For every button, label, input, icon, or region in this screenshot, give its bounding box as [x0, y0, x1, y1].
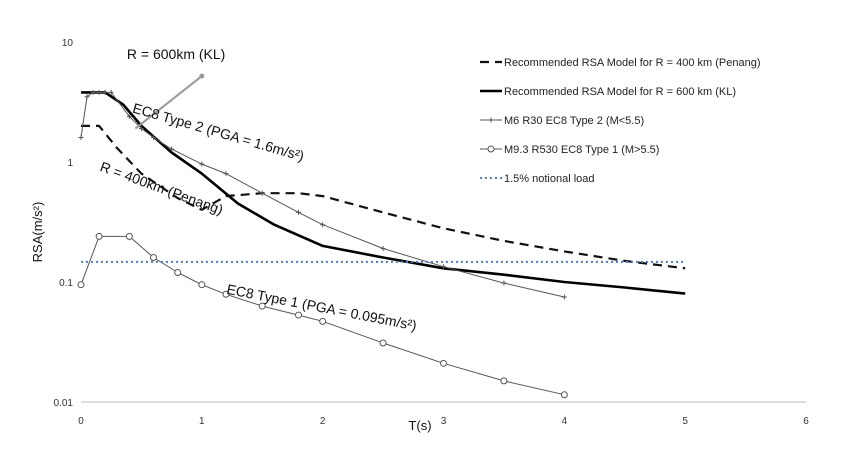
- chart-annotation: EC8 Type 2 (PGA = 1.6m/s²): [131, 100, 306, 164]
- data-point: [138, 126, 144, 132]
- legend-item: M9.3 R530 EC8 Type 1 (M>5.5): [480, 144, 659, 156]
- y-axis-label: RSA(m/s²): [30, 202, 45, 263]
- x-axis-label: T(s): [408, 418, 431, 433]
- series-line: [81, 124, 686, 270]
- x-tick-label: 3: [441, 416, 447, 427]
- data-point: [108, 89, 114, 95]
- data-point: [560, 391, 568, 399]
- legend-item: Recommended RSA Model for R = 600 km (KL…: [480, 86, 736, 98]
- legend-label: 1.5% notional load: [504, 173, 595, 185]
- data-point: [78, 135, 84, 141]
- x-tick-label: 4: [562, 416, 568, 427]
- data-point: [150, 254, 157, 262]
- legend-item: M6 R30 EC8 Type 2 (M<5.5): [480, 115, 644, 127]
- data-point: [259, 190, 265, 196]
- data-point: [90, 89, 96, 95]
- data-point: [77, 281, 85, 289]
- legend-label: Recommended RSA Model for R = 600 km (KL…: [504, 86, 736, 98]
- data-point: [126, 113, 132, 119]
- data-point: [441, 264, 446, 270]
- series-2: [78, 89, 567, 300]
- data-point: [440, 359, 447, 367]
- data-point: [380, 246, 386, 252]
- data-point: [125, 232, 133, 240]
- legend-marker: [488, 117, 494, 123]
- chart-annotation: EC8 Type 1 (PGA = 0.095m/s²): [225, 281, 418, 334]
- annotation-pointer: [134, 75, 203, 130]
- data-point: [102, 89, 108, 95]
- data-point: [174, 268, 182, 276]
- chart-annotations: R = 600km (KL) EC8 Type 2 (PGA = 1.6m/s²)…: [98, 46, 418, 333]
- y-tick-label: 0.01: [54, 398, 74, 409]
- tick-labels: 0 1 2 3 4 5 6 0.01 0.1 1 10: [54, 38, 810, 427]
- legend-item: Recommended RSA Model for R = 400 km (Pe…: [480, 57, 761, 69]
- data-point: [198, 281, 206, 289]
- series-line: [81, 91, 686, 295]
- data-point: [501, 280, 507, 286]
- data-point: [222, 290, 230, 298]
- legend-label: M6 R30 EC8 Type 2 (M<5.5): [504, 115, 644, 127]
- chart-annotation: R = 600km (KL): [127, 46, 225, 62]
- series-line: [80, 235, 565, 396]
- legend-marker: [487, 145, 495, 153]
- series-line: [80, 91, 565, 298]
- x-tick-label: 6: [803, 416, 809, 427]
- data-point: [561, 294, 567, 300]
- data-point: [258, 302, 266, 310]
- data-point: [296, 209, 301, 215]
- series-3: [77, 232, 568, 399]
- data-point: [151, 135, 156, 141]
- y-tick-label: 0.1: [59, 278, 73, 289]
- x-tick-label: 1: [199, 416, 205, 427]
- y-tick-label: 10: [62, 38, 74, 49]
- data-point: [319, 317, 327, 325]
- x-tick-label: 5: [682, 416, 688, 427]
- data-point: [320, 222, 326, 228]
- series-1: [81, 91, 686, 295]
- data-point: [199, 161, 205, 167]
- legend-label: M9.3 R530 EC8 Type 1 (M>5.5): [504, 144, 659, 156]
- data-point: [169, 146, 175, 152]
- plot-area: [77, 89, 686, 399]
- x-tick-label: 2: [320, 416, 326, 427]
- x-tick-label: 0: [78, 416, 84, 427]
- annotation-pointer-end: [199, 73, 205, 79]
- y-tick-label: 1: [67, 158, 73, 169]
- data-point: [223, 171, 229, 177]
- legend-item: 1.5% notional load: [480, 173, 595, 185]
- data-point: [295, 311, 302, 319]
- series-0: [81, 124, 686, 270]
- data-point: [379, 339, 387, 347]
- data-point: [500, 377, 508, 385]
- data-point: [84, 94, 90, 100]
- chart-annotation: R = 400km (Penang): [98, 158, 225, 217]
- legend-label: Recommended RSA Model for R = 400 km (Pe…: [504, 57, 761, 69]
- data-point: [96, 89, 102, 95]
- data-point: [95, 232, 103, 240]
- legend: Recommended RSA Model for R = 400 km (Pe…: [480, 57, 761, 185]
